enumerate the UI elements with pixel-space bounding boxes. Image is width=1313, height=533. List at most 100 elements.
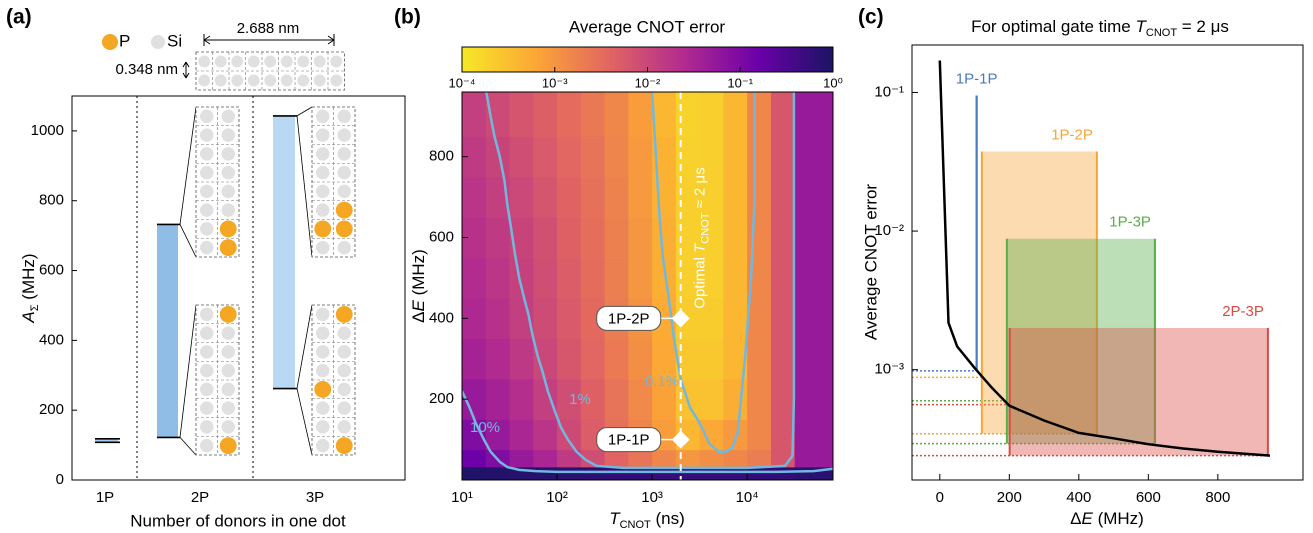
heatmap-cell (462, 338, 487, 380)
heatmap-cell (485, 257, 511, 299)
heatmap-cell (580, 217, 606, 259)
contour-label: 1% (569, 391, 591, 408)
heatmap-cell (699, 176, 724, 218)
silicon (316, 438, 330, 453)
y-tick-label: 10⁻¹ (874, 83, 904, 100)
heatmap-cell (580, 338, 606, 380)
silicon (337, 147, 351, 161)
contour (650, 91, 756, 453)
silicon (200, 382, 214, 397)
heatmap-cell (652, 449, 677, 468)
heatmap-cell (770, 298, 796, 340)
y-tick-label: 200 (39, 401, 64, 418)
label-part: (MHz) (1093, 509, 1144, 528)
silicon (247, 55, 260, 68)
heatmap-cell (770, 466, 796, 481)
range-bar (157, 224, 178, 438)
chart-title: For optimal gate time TCNOT = 2 μs (971, 17, 1229, 38)
heatmap-cell (699, 298, 724, 340)
heatmap-cell (770, 136, 796, 178)
contour-label: 0.1% (645, 373, 679, 390)
silicon (200, 438, 214, 453)
heatmap-cell (675, 466, 701, 481)
y-tick-label: 200 (429, 390, 454, 407)
x-tick-label: 200 (997, 489, 1022, 506)
range-bar (273, 115, 295, 389)
y-tick-label: 800 (429, 148, 454, 165)
label-part: Δ (409, 311, 428, 322)
silicon (221, 203, 235, 217)
silicon (337, 401, 351, 415)
silicon (221, 147, 235, 161)
heatmap-cell (485, 217, 511, 259)
heatmap-cell (747, 136, 772, 178)
heatmap-cell (462, 257, 487, 299)
heatmap-cell (794, 378, 834, 420)
silicon (280, 55, 293, 68)
heatmap-cell (604, 466, 629, 481)
plot-frame (71, 95, 406, 481)
connector (179, 106, 197, 225)
y-axis-label: AΣ (MHz) (19, 253, 40, 323)
silicon (330, 74, 343, 87)
heatmap-cell (652, 92, 677, 137)
heatmap-cell (628, 466, 653, 481)
y-tick-label: 400 (429, 309, 454, 326)
heatmap-cell (509, 419, 534, 451)
heatmap-cell (699, 257, 724, 299)
silicon (247, 74, 260, 87)
silicon (316, 420, 330, 434)
heatmap-cell (770, 92, 796, 137)
legend-label: Si (167, 31, 182, 50)
silicon (231, 74, 244, 87)
heatmap-cell (557, 257, 582, 299)
heatmap-cell (604, 217, 629, 259)
heatmap-cell (580, 92, 606, 137)
silicon (316, 307, 330, 322)
silicon (316, 109, 330, 124)
contour-label: 10% (470, 419, 500, 436)
heatmap-cell (699, 338, 724, 380)
silicon (264, 55, 277, 68)
silicon (200, 128, 214, 142)
heatmap-cell (699, 466, 724, 481)
x-tick-label: 0 (936, 489, 944, 506)
silicon (264, 74, 277, 87)
label-part: ≈ 2 μs (692, 167, 709, 212)
heatmap-cell (509, 338, 534, 380)
phosphorus (219, 220, 237, 238)
lattice (311, 304, 356, 456)
heatmap-cell (533, 298, 558, 340)
heatmap-cell (675, 92, 701, 137)
silicon (316, 184, 330, 199)
heatmap-cell (723, 217, 748, 259)
y-axis-label: Average CNOT error (861, 184, 880, 341)
heatmap-cell (699, 136, 724, 178)
heatmap-cell (794, 217, 834, 259)
heatmap-cell (509, 378, 534, 420)
heatmap-cell (533, 92, 558, 137)
silicon (200, 345, 214, 359)
label-part: Σ (29, 304, 41, 311)
connector (296, 304, 313, 389)
dimension-label: 0.348 nm (115, 61, 178, 78)
heatmap-cell (675, 176, 701, 218)
heatmap-cell (557, 92, 582, 137)
heatmap-cell (794, 419, 834, 451)
heatmap-cell (747, 338, 772, 380)
x-tick-label: 10³ (641, 489, 663, 506)
legend-label: P (119, 31, 130, 50)
silicon (231, 55, 244, 68)
heatmap-cell (770, 257, 796, 299)
silicon (221, 128, 235, 142)
heatmap-cell (723, 449, 748, 468)
silicon (337, 363, 351, 378)
heatmap-cell (628, 257, 653, 299)
heatmap-cell (699, 217, 724, 259)
label-part: Optimal (692, 253, 709, 309)
silicon (221, 345, 235, 359)
silicon (214, 55, 227, 68)
silicon (200, 109, 214, 124)
phosphorus (335, 437, 353, 455)
heatmap-cell (747, 466, 772, 481)
